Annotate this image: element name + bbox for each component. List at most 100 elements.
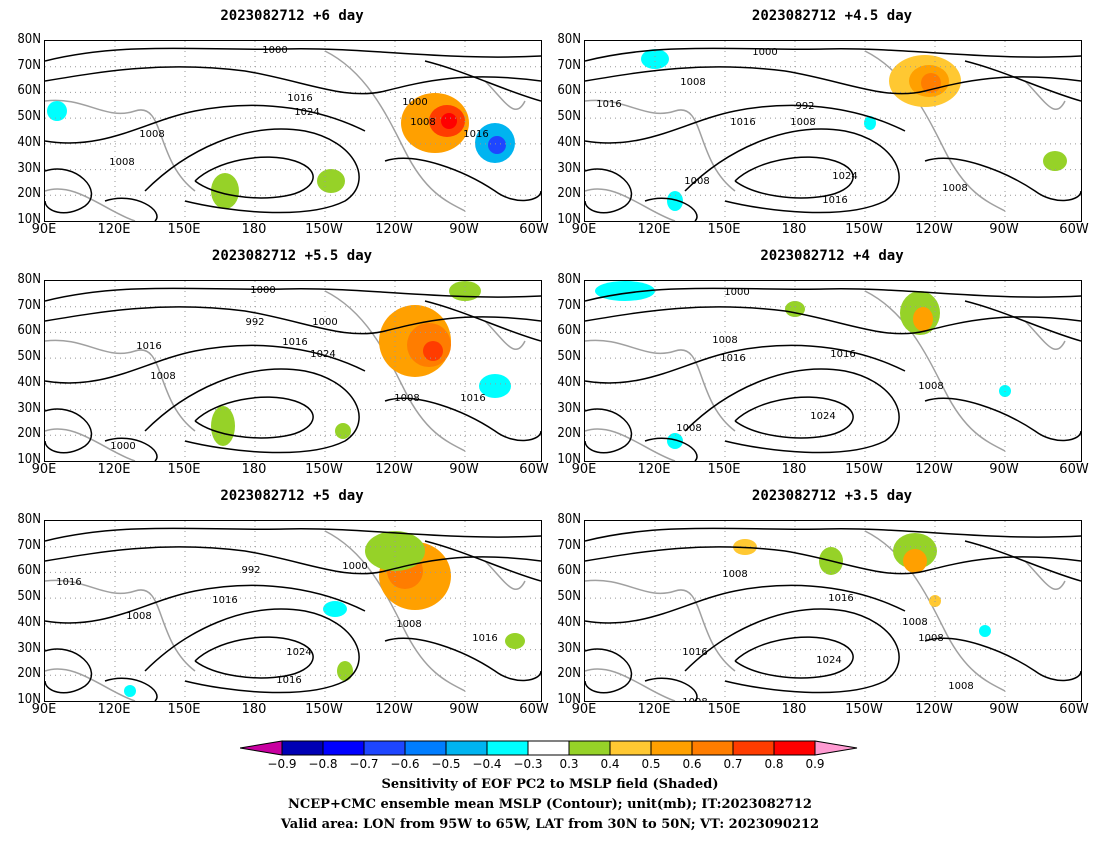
- latitude-label: 70N: [557, 57, 581, 73]
- isobar-contour: [585, 648, 633, 694]
- latitude-label: 80N: [557, 272, 581, 287]
- contour-label: 1000: [342, 561, 367, 572]
- colorbar-swatch: [363, 740, 406, 756]
- sensitivity-shade: [667, 191, 683, 211]
- contour-label: 1008: [109, 157, 134, 168]
- map-graphic: 1000 1016 1024 1008 1008 1000 1008 1016: [45, 41, 541, 221]
- contour-label: 1016: [730, 117, 755, 128]
- isobar-contour: [585, 306, 1081, 335]
- longitude-label: 60W: [1059, 222, 1089, 237]
- latitude-label: 60N: [17, 563, 41, 579]
- coastline: [45, 530, 526, 701]
- longitude-label: 90E: [31, 702, 57, 717]
- longitude-label: 150W: [305, 222, 343, 237]
- longitude-label: 60W: [1059, 702, 1089, 717]
- contour-label: 1008: [676, 423, 701, 434]
- colorbar-swatch: [773, 740, 816, 756]
- contour-label: 1008: [394, 393, 419, 404]
- longitude-label: 90W: [989, 462, 1019, 477]
- map-graphic: 1000 1008 1016 992 1016 1008 1024 1008 1016 1008: [585, 41, 1081, 221]
- longitude-label: 180: [781, 222, 807, 237]
- sensitivity-shade: [323, 601, 347, 617]
- isobar-contour: [45, 408, 93, 454]
- colorbar-swatch: [609, 740, 652, 756]
- contour-label: 1000: [312, 317, 337, 328]
- latitude-label: 20N: [557, 186, 581, 202]
- colorbar-tick-label: −0.6: [390, 757, 420, 771]
- longitude-label: 120E: [637, 702, 671, 717]
- contour-label: 1008: [410, 117, 435, 128]
- longitude-label: 120E: [97, 222, 131, 237]
- isobar-contour: [585, 104, 906, 144]
- longitude-label: 120E: [97, 702, 131, 717]
- contour-label: 1000: [724, 287, 749, 298]
- longitude-label: 150E: [167, 462, 201, 477]
- latitude-label: 50N: [557, 349, 581, 365]
- longitude-label: 90W: [449, 222, 479, 237]
- longitude-label: 60W: [1059, 462, 1089, 477]
- sensitivity-shade: [317, 169, 345, 193]
- contour-label: 1016: [463, 129, 488, 140]
- colorbar-swatch: [691, 740, 734, 756]
- longitude-label: 120W: [375, 702, 413, 717]
- map-graphic: 1000 1008 1016 1016 1008 1024 1008: [585, 281, 1081, 461]
- latitude-label: 50N: [557, 109, 581, 125]
- longitude-label: 120E: [97, 462, 131, 477]
- isobar-contour: [104, 437, 158, 461]
- latitude-label: 50N: [17, 349, 41, 365]
- longitude-label: 150W: [305, 462, 343, 477]
- latitude-label: 10N: [17, 452, 41, 467]
- colorbar-swatch: [568, 740, 611, 756]
- latitude-label: 80N: [557, 512, 581, 527]
- colorbar-tick-label: 0.9: [805, 757, 825, 771]
- contour-label: 992: [795, 101, 814, 112]
- isobar-contour: [644, 197, 698, 221]
- latitude-label: 30N: [17, 400, 41, 416]
- longitude-label: 60W: [519, 702, 549, 717]
- contour-label: 1016: [682, 647, 707, 658]
- latitude-label: 30N: [17, 160, 41, 176]
- contour-label: 1008: [948, 681, 973, 692]
- latitude-label: 70N: [557, 297, 581, 313]
- longitude-label: 90E: [571, 702, 597, 717]
- isobar-contour: [684, 608, 900, 694]
- colorbar-graphic: [239, 740, 858, 756]
- contour-label: 1008: [722, 569, 747, 580]
- isobar-contour: [45, 47, 541, 62]
- latitude-label: 50N: [17, 589, 41, 605]
- latitude-label: 50N: [557, 589, 581, 605]
- coastline: [45, 50, 526, 221]
- isobar-contour: [924, 157, 1081, 202]
- latitude-label: 80N: [557, 32, 581, 47]
- contour-label: 1016: [56, 577, 81, 588]
- colorbar-tick-label: −0.5: [431, 757, 461, 771]
- sensitivity-shade: [124, 685, 136, 697]
- longitude-label: 120W: [915, 222, 953, 237]
- sensitivity-shade: [337, 661, 353, 681]
- latitude-label: 30N: [557, 160, 581, 176]
- map-frame: 992 1000 1016 1016 1008 1008 1016 1024 1016: [44, 520, 542, 702]
- isobar-contour: [45, 344, 366, 384]
- isobar-contour: [144, 128, 360, 214]
- panel-title: 2023082712 +4.5 day: [751, 8, 913, 24]
- latitude-label: 60N: [17, 323, 41, 339]
- latitude-label: 40N: [557, 134, 581, 150]
- contour-label: 1016: [460, 393, 485, 404]
- isobar-contour: [194, 156, 314, 199]
- contour-label: 1024: [832, 171, 857, 182]
- longitude-label: 90W: [989, 702, 1019, 717]
- longitude-label: 90E: [571, 462, 597, 477]
- contour-label: 1016: [472, 633, 497, 644]
- isobar-contour: [194, 396, 314, 439]
- contour-label: 992: [245, 317, 264, 328]
- isobar-contour: [384, 397, 541, 442]
- colorbar-swatch: [486, 740, 529, 756]
- footer-line-3: Valid area: LON from 95W to 65W, LAT fro…: [280, 817, 820, 832]
- isobar-contour: [384, 637, 541, 682]
- latitude-label: 70N: [17, 297, 41, 313]
- contour-label: 1024: [294, 107, 319, 118]
- latitude-label: 70N: [17, 537, 41, 553]
- contour-label: 1016: [720, 353, 745, 364]
- map-frame: 1000 1008 1016 992 1016 1008 1024 1008 1016 1008: [584, 40, 1082, 222]
